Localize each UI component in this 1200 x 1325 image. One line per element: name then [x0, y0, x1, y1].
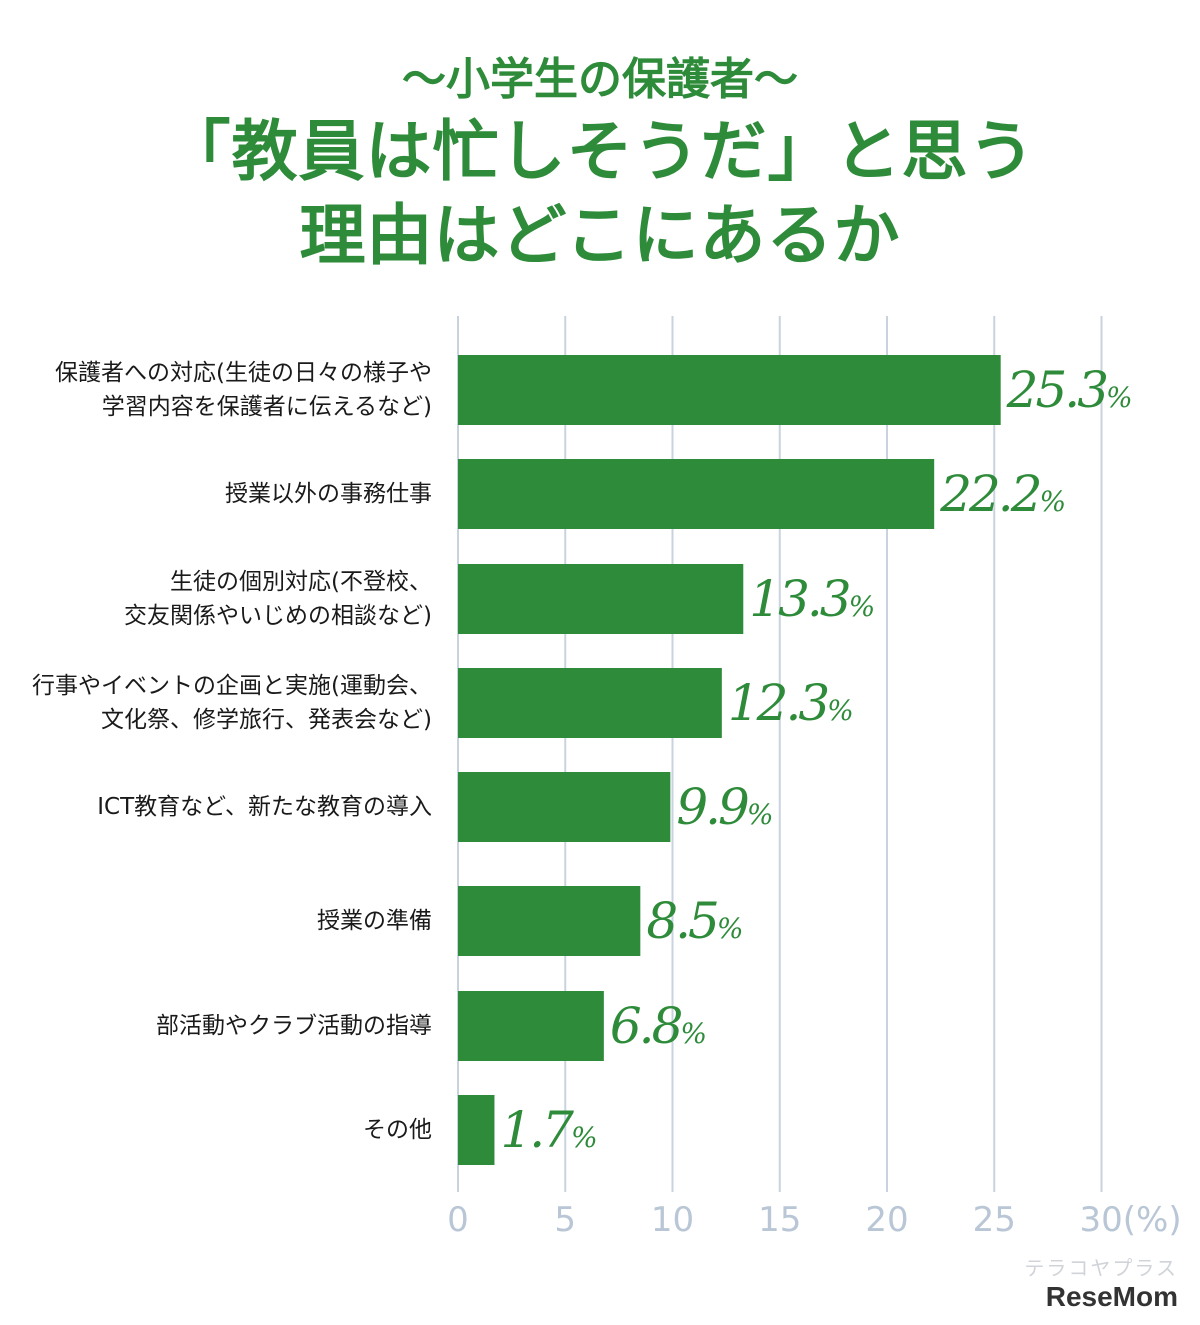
data-label: 12.3%	[727, 674, 854, 732]
data-label: 6.8%	[609, 997, 707, 1055]
bar	[458, 668, 722, 738]
bar	[458, 991, 604, 1061]
chart-title-line-1: 「教員は忙しそうだ」と思う	[164, 113, 1036, 190]
data-label: 22.2%	[940, 465, 1067, 523]
x-tick-label: 30(%)	[1079, 1200, 1182, 1240]
bar	[458, 1095, 495, 1165]
category-label: 授業の準備	[317, 908, 432, 934]
x-tick-label: 25	[972, 1200, 1016, 1240]
data-label: 25.3%	[1006, 361, 1133, 419]
watermark: テラコヤプラス ReseMom	[1024, 1252, 1178, 1313]
data-label: 9.9%	[676, 778, 774, 836]
category-label: 保護者への対応(生徒の日々の様子や 学習内容を保護者に伝えるなど)	[55, 360, 432, 420]
bar	[458, 772, 671, 842]
data-label: 1.7%	[500, 1101, 598, 1159]
data-label: 8.5%	[646, 892, 744, 950]
data-label: 13.3%	[749, 570, 876, 628]
x-tick-label: 10	[650, 1200, 695, 1240]
category-label: 行事やイベントの企画と実施(運動会、 文化祭、修学旅行、発表会など)	[32, 673, 432, 733]
bar	[458, 355, 1001, 425]
x-tick-label: 15	[758, 1200, 802, 1240]
category-label: 授業以外の事務仕事	[225, 481, 432, 507]
chart-title-line-2: 理由はどこにあるか	[299, 197, 901, 274]
category-label: ICT教育など、新たな教育の導入	[97, 794, 432, 820]
chart-subtitle: 〜小学生の保護者〜	[402, 54, 798, 105]
x-tick-label: 0	[447, 1200, 469, 1240]
bar	[458, 459, 935, 529]
category-label: その他	[363, 1117, 432, 1143]
watermark-resemom-logo: ReseMom	[1045, 1281, 1178, 1312]
category-label: 部活動やクラブ活動の指導	[156, 1013, 432, 1039]
category-label: 生徒の個別対応(不登校、 交友関係やいじめの相談など)	[124, 569, 432, 629]
bar	[458, 886, 641, 956]
watermark-terakoya: テラコヤプラス	[1024, 1258, 1178, 1280]
x-tick-label: 5	[554, 1200, 577, 1240]
bar	[458, 564, 744, 634]
x-tick-label: 20	[865, 1200, 909, 1240]
chart-title-block: 〜小学生の保護者〜 「教員は忙しそうだ」と思う 理由はどこにあるか	[0, 50, 1200, 278]
